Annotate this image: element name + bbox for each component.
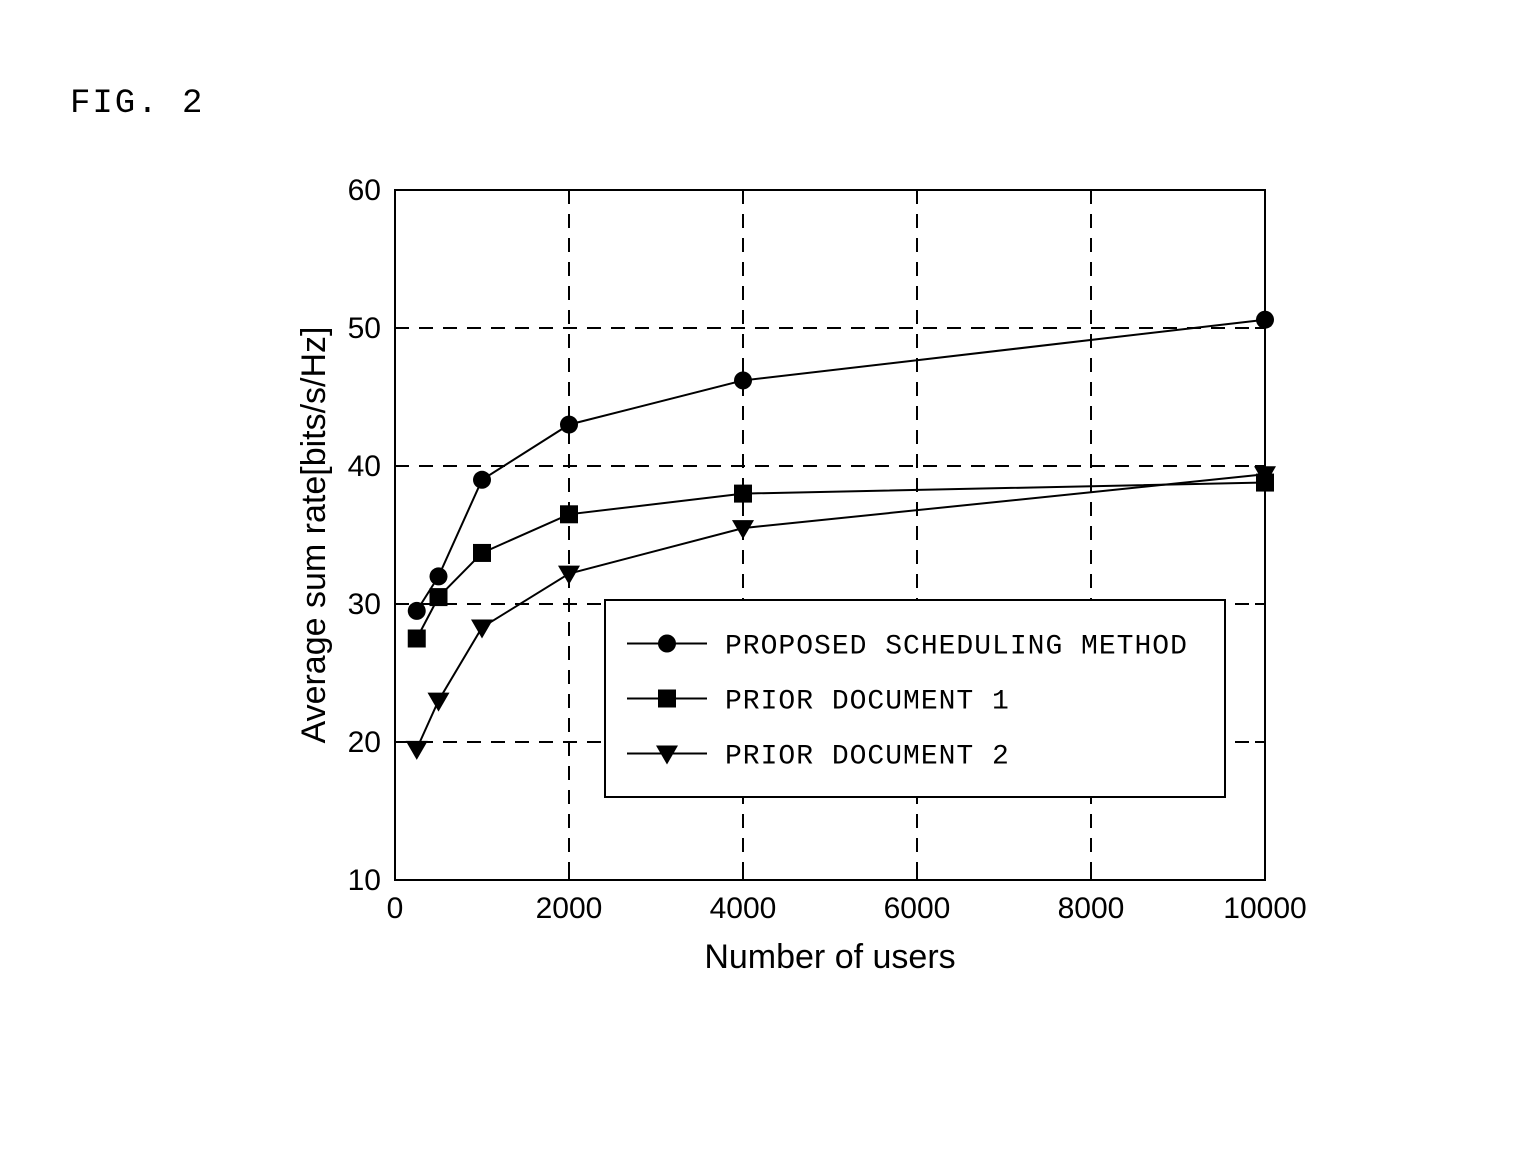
y-tick-label: 10 xyxy=(348,864,381,897)
x-tick-label: 0 xyxy=(387,892,404,925)
legend: PROPOSED SCHEDULING METHOD PRIOR DOCUMENT… xyxy=(605,600,1225,797)
line-chart: 0 2000 4000 6000 8000 10000 10 20 30 40 50 60 Number… xyxy=(0,0,1521,1166)
x-tick-label: 6000 xyxy=(884,892,951,925)
y-tick-label: 20 xyxy=(348,726,381,759)
y-axis-title: Average sum rate[bits/s/Hz] xyxy=(295,327,333,744)
figure-label: FIG. 2 xyxy=(70,85,204,123)
x-axis-title: Number of users xyxy=(704,938,955,976)
y-tick-label: 40 xyxy=(348,450,381,483)
x-tick-label: 8000 xyxy=(1058,892,1125,925)
y-tick-label: 50 xyxy=(348,312,381,345)
x-tick-label: 4000 xyxy=(710,892,777,925)
x-tick-label: 2000 xyxy=(536,892,603,925)
y-tick-label: 60 xyxy=(348,174,381,207)
legend-label: PRIOR DOCUMENT 2 xyxy=(725,741,1010,772)
y-tick-label: 30 xyxy=(348,588,381,621)
legend-label: PROPOSED SCHEDULING METHOD xyxy=(725,631,1188,662)
legend-label: PRIOR DOCUMENT 1 xyxy=(725,686,1010,717)
x-tick-label: 10000 xyxy=(1223,892,1306,925)
